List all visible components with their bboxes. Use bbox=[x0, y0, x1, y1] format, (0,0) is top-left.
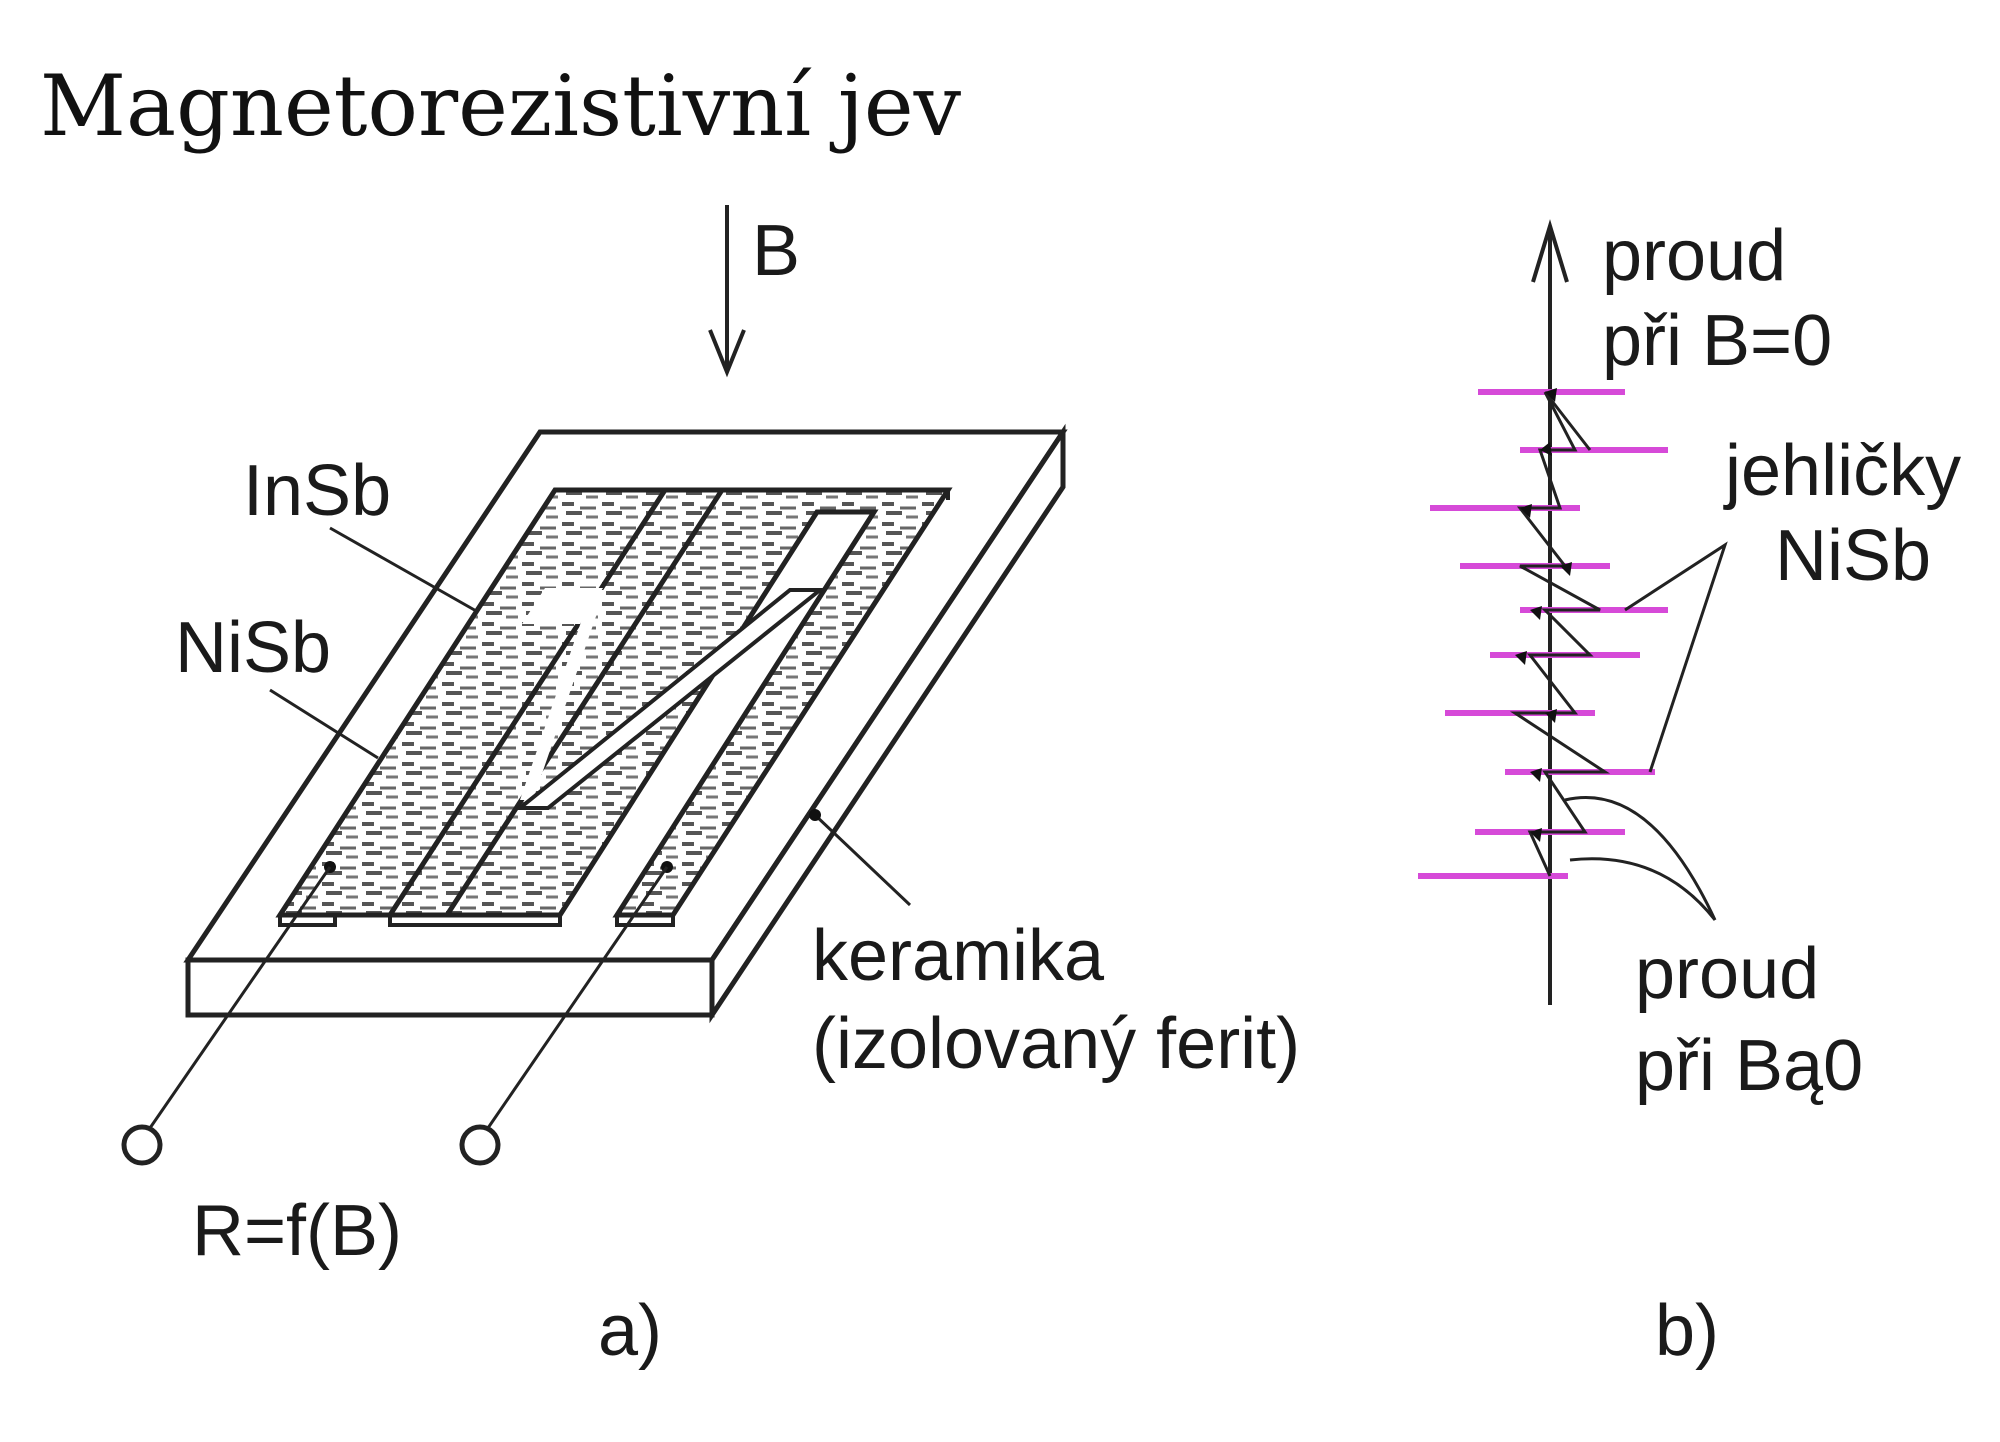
terminal-right bbox=[459, 1124, 501, 1166]
insb-meander bbox=[275, 487, 953, 927]
current-b0-label-1: proud bbox=[1602, 216, 1786, 296]
substrate-label-2: (izolovaný ferit) bbox=[812, 1004, 1300, 1084]
meander-slots bbox=[514, 588, 826, 810]
nisb-needles bbox=[1418, 389, 1668, 879]
current-b-path bbox=[1509, 388, 1611, 877]
needles-leaders bbox=[1564, 541, 1728, 921]
current-b0-label-2: při B=0 bbox=[1602, 301, 1832, 381]
caption-b: b) bbox=[1655, 1291, 1719, 1371]
diagram-a: B bbox=[121, 205, 1300, 1371]
current-b-label-1: proud bbox=[1635, 934, 1819, 1014]
needles-label-2: NiSb bbox=[1775, 516, 1931, 596]
caption-a: a) bbox=[598, 1291, 662, 1371]
resistance-label: R=f(B) bbox=[192, 1191, 402, 1271]
b-field-arrow bbox=[708, 205, 746, 378]
terminal-wires bbox=[121, 866, 669, 1166]
needles-label-1: jehličky bbox=[1723, 431, 1961, 511]
nisb-label: NiSb bbox=[175, 608, 331, 688]
diagram-b: proud při B=0 jehličky NiSb proud při Bą… bbox=[1418, 216, 1961, 1371]
page-title: Magnetorezistivní jev bbox=[40, 57, 962, 155]
terminal-left bbox=[121, 1124, 163, 1166]
insb-label: InSb bbox=[243, 451, 391, 531]
b-field-label: B bbox=[752, 211, 800, 291]
substrate-label-1: keramika bbox=[812, 916, 1105, 996]
current-b-label-2: při Bą0 bbox=[1635, 1026, 1863, 1106]
